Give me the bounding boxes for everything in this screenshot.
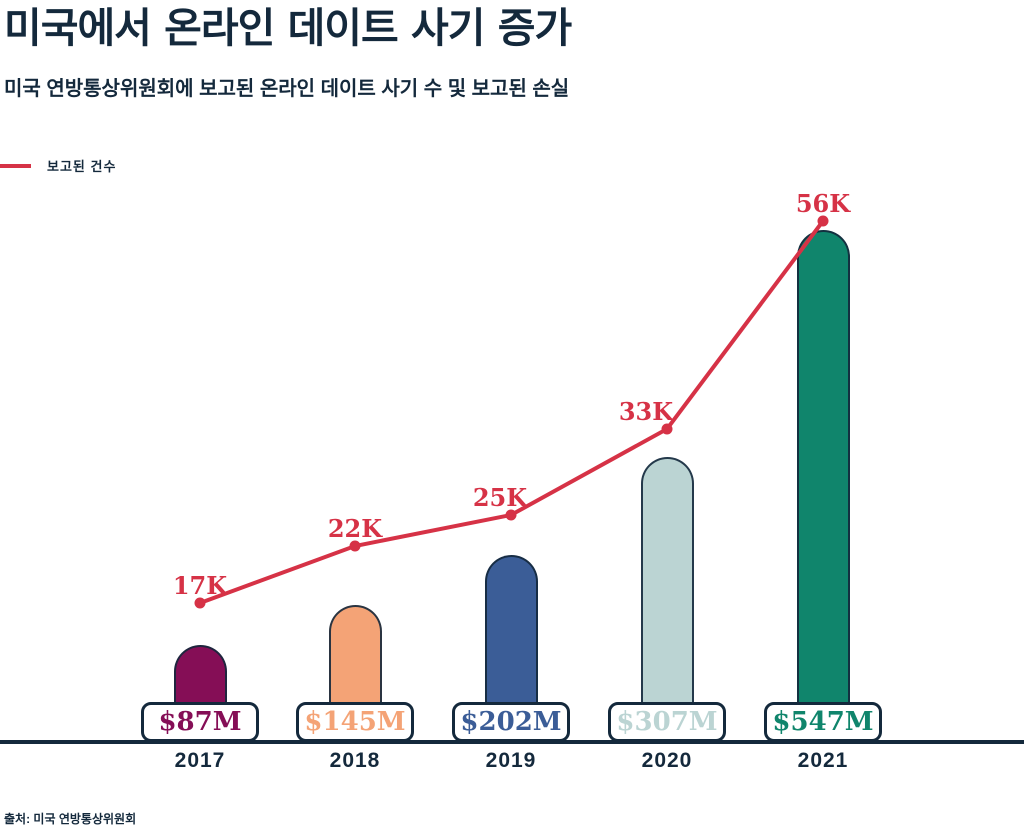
bar-2020 <box>640 457 694 743</box>
x-axis-label-2018: 2018 <box>329 749 381 772</box>
source-note: 출처: 미국 연방통상위원회 <box>4 812 137 826</box>
value-chip-2021: $547M <box>764 702 882 742</box>
trend-line <box>199 219 825 605</box>
line-point-label-2018: 22K <box>327 514 383 543</box>
line-point-label-2019: 25K <box>472 483 528 512</box>
value-chip-2018: $145M <box>296 702 414 742</box>
x-axis-label-2019: 2019 <box>485 749 537 772</box>
legend-label: 보고된 건수 <box>47 159 117 174</box>
x-axis-label-2020: 2020 <box>641 749 693 772</box>
page-subtitle: 미국 연방통상위원회에 보고된 온라인 데이트 사기 수 및 보고된 손실 <box>4 78 570 100</box>
x-axis-line <box>0 740 1024 744</box>
x-axis-label-2017: 2017 <box>174 749 226 772</box>
line-point-label-2017: 17K <box>172 571 228 600</box>
value-chip-2019: $202M <box>452 702 570 742</box>
line-point-label-2020: 33K <box>618 397 674 426</box>
value-chip-2017: $87M <box>141 702 259 742</box>
legend: 보고된 건수 <box>0 156 116 175</box>
legend-line-swatch <box>0 163 31 168</box>
x-axis-label-2021: 2021 <box>797 749 849 772</box>
value-chip-2020: $307M <box>608 702 726 742</box>
page-title: 미국에서 온라인 데이트 사기 증가 <box>4 4 572 52</box>
line-point-label-2021: 56K <box>795 189 851 218</box>
bar-2021 <box>796 230 850 743</box>
